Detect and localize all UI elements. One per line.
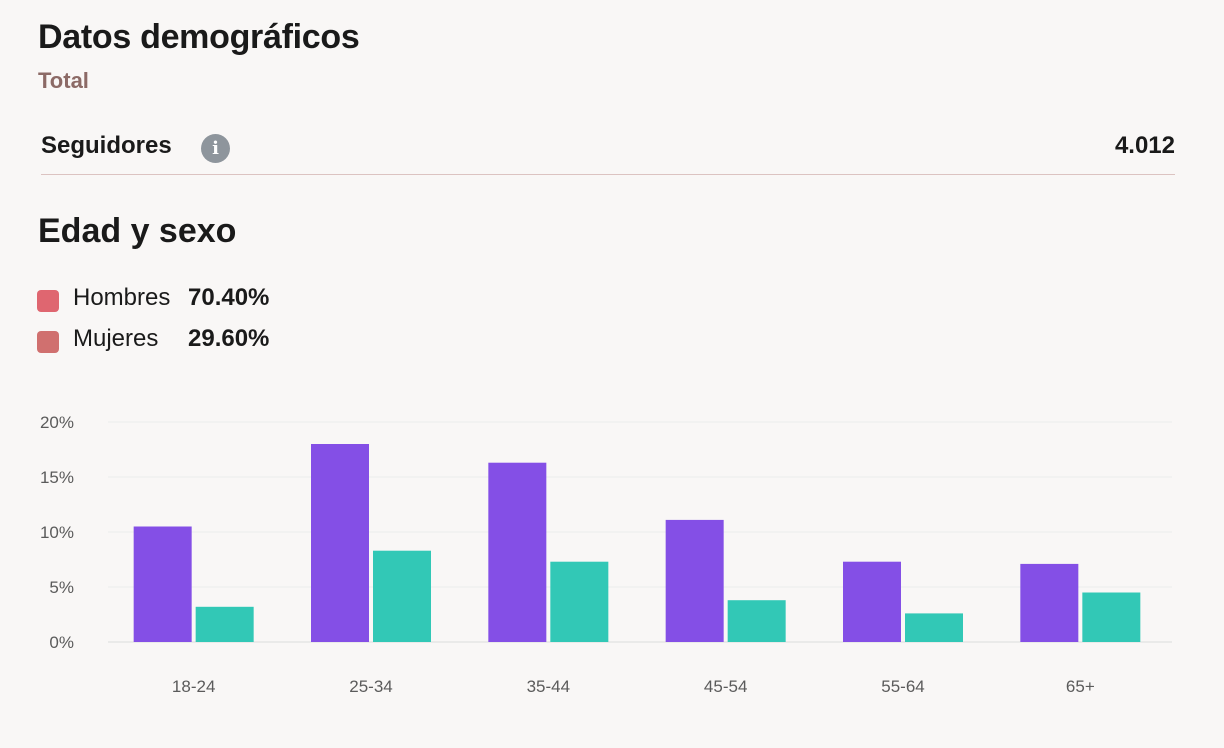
age-gender-bar-chart: 0% 5% 10% 15% 20% 18-24 25-34 35-44 45-54 55-64 65… <box>40 413 1172 696</box>
page-title: Datos demográficos <box>38 18 360 56</box>
y-tick-label: 10% <box>40 523 74 542</box>
x-tick-label-45-54: 45-54 <box>704 677 747 696</box>
legend-item-mujeres: Mujeres 29.60% <box>37 325 337 366</box>
bar-18-24-series-2[interactable] <box>195 606 254 642</box>
y-tick-label: 5% <box>49 578 74 597</box>
followers-value: 4.012 <box>1114 132 1175 159</box>
followers-label: Seguidores <box>41 132 172 159</box>
legend-label-hombres: Hombres <box>73 284 171 311</box>
info-icon[interactable]: i <box>201 134 230 163</box>
x-tick-label-55-64: 55-64 <box>881 677 924 696</box>
bar-35-44-series-2[interactable] <box>550 561 609 642</box>
y-tick-label: 15% <box>40 468 74 487</box>
bar-18-24-series-1[interactable] <box>133 526 192 643</box>
legend-value-hombres: 70.40% <box>188 284 270 311</box>
legend-label-mujeres: Mujeres <box>73 325 159 352</box>
legend-value-mujeres: 29.60% <box>188 325 270 352</box>
y-tick-label: 0% <box>49 633 74 652</box>
followers-row: Seguidores i 4.012 <box>41 120 1175 175</box>
x-tick-label-25-34: 25-34 <box>349 677 392 696</box>
legend-swatch-hombres <box>37 290 59 312</box>
page-subtitle: Total <box>38 68 89 93</box>
bar-65+-series-1[interactable] <box>1020 563 1079 642</box>
x-tick-label-18-24: 18-24 <box>172 677 215 696</box>
section-title: Edad y sexo <box>38 212 237 250</box>
legend-item-hombres: Hombres 70.40% <box>37 284 337 325</box>
bar-45-54-series-2[interactable] <box>727 600 786 642</box>
gender-legend: Hombres 70.40% Mujeres 29.60% <box>37 284 337 366</box>
bar-25-34-series-1[interactable] <box>311 444 369 642</box>
bar-55-64-series-1[interactable] <box>843 561 901 642</box>
bar-65+-series-2[interactable] <box>1082 592 1141 643</box>
bar-55-64-series-2[interactable] <box>905 613 963 642</box>
bar-35-44-series-1[interactable] <box>488 462 547 642</box>
bar-25-34-series-2[interactable] <box>373 550 431 642</box>
y-tick-label: 20% <box>40 413 74 432</box>
bar-45-54-series-1[interactable] <box>665 519 724 642</box>
x-tick-label-35-44: 35-44 <box>527 677 570 696</box>
legend-swatch-mujeres <box>37 331 59 353</box>
x-tick-label-65+: 65+ <box>1066 677 1095 696</box>
